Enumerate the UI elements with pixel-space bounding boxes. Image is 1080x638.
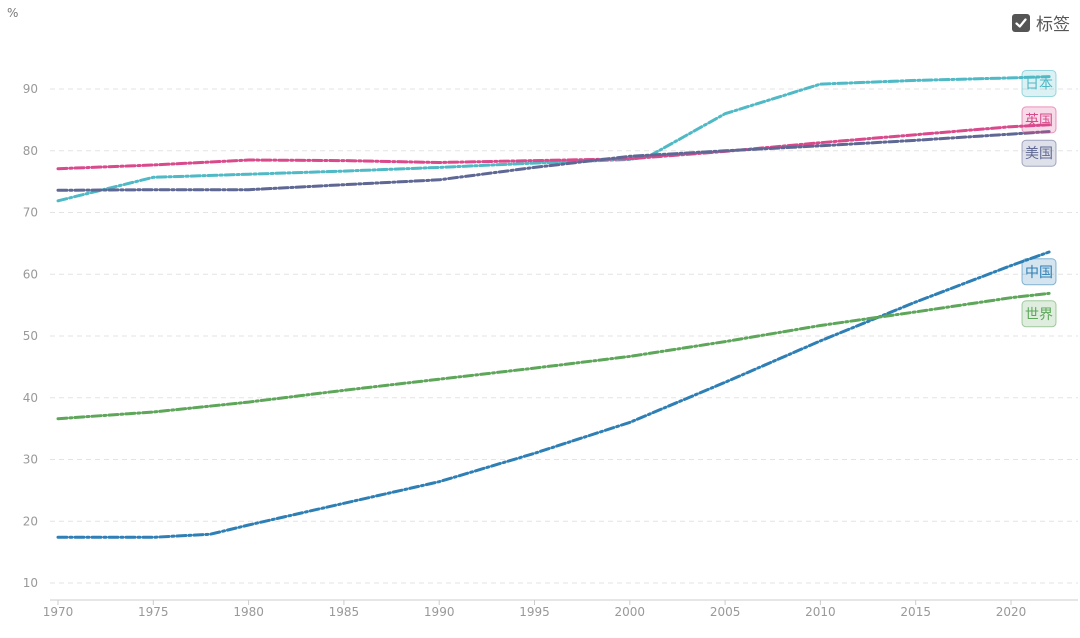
label-checkbox[interactable]	[1012, 13, 1030, 32]
end-label-box	[1021, 258, 1057, 286]
y-tick-label: 70	[23, 206, 38, 220]
label-toggle-text: 标签	[1036, 15, 1070, 35]
grid-lines	[50, 88, 1078, 584]
x-tick-label: 2015	[900, 605, 931, 619]
x-tick-label: 2000	[615, 605, 646, 619]
series-line-英国	[56, 123, 1051, 171]
y-tick-label: 20	[23, 514, 38, 528]
series-line-世界	[56, 291, 1051, 421]
end-label-世界: 世界	[1021, 300, 1057, 328]
y-tick-label: 60	[23, 267, 38, 281]
y-tick-label: 40	[23, 391, 38, 405]
y-tick-label: 50	[23, 329, 38, 343]
x-tick-label: 2020	[996, 605, 1027, 619]
end-label-box	[1021, 300, 1057, 328]
end-label-日本: 日本	[1021, 69, 1057, 97]
end-label-美国: 美国	[1021, 139, 1057, 167]
x-tick-label: 2010	[805, 605, 836, 619]
end-label-box	[1021, 69, 1057, 97]
end-label-中国: 中国	[1021, 258, 1057, 286]
y-tick-label: 10	[23, 576, 38, 590]
y-tick-label: 90	[23, 82, 38, 96]
x-tick-label: 1975	[138, 605, 169, 619]
y-tick-label: 30	[23, 453, 38, 467]
end-label-text: 中国	[1025, 265, 1053, 281]
end-label-text: 日本	[1025, 76, 1053, 92]
end-label-英国: 英国	[1021, 106, 1057, 134]
y-tick-label: 80	[23, 144, 38, 158]
end-label-text: 世界	[1025, 307, 1053, 323]
check-icon	[1015, 17, 1027, 28]
x-tick-label: 2005	[710, 605, 741, 619]
x-tick-label: 1995	[519, 605, 550, 619]
end-label-box	[1021, 106, 1057, 134]
series-lines	[56, 75, 1051, 539]
axis-ticks: 10 20 30 40 50 60 70 80 90 1970 1975 1980 1985 1990 19…	[23, 82, 1078, 619]
end-label-box	[1021, 139, 1057, 167]
x-tick-label: 1980	[233, 605, 264, 619]
series-line-日本	[56, 75, 1051, 203]
x-tick-label: 1985	[329, 605, 360, 619]
x-tick-label: 1990	[424, 605, 455, 619]
series-line-美国	[56, 130, 1051, 192]
x-tick-label: 1970	[43, 605, 74, 619]
end-label-text: 英国	[1025, 112, 1053, 129]
label-toggle[interactable]: 标签	[1012, 10, 1070, 35]
series-line-中国	[56, 250, 1051, 539]
y-unit-label: %	[7, 6, 19, 20]
end-label-text: 美国	[1025, 146, 1053, 162]
